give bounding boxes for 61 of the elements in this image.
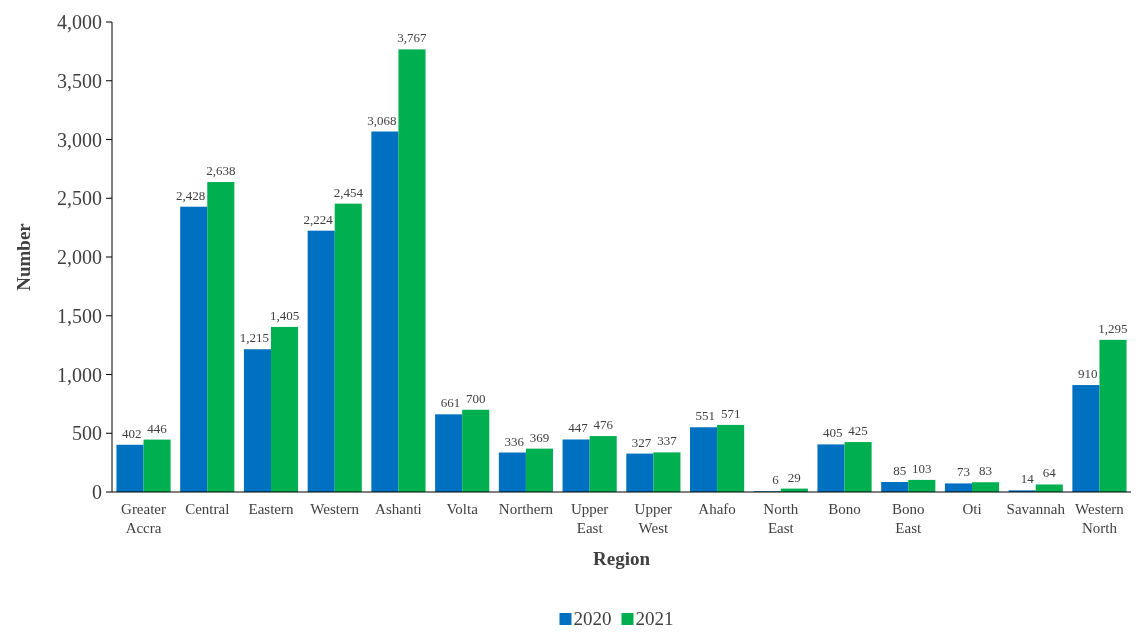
x-tick-label: Northern [498, 501, 554, 517]
data-label: 29 [787, 469, 801, 485]
data-label: 910 [1077, 366, 1098, 382]
y-tick-label: 2,500 [57, 187, 102, 210]
data-label: 476 [593, 417, 614, 433]
data-label: 571 [720, 405, 741, 421]
data-label: 447 [568, 420, 589, 436]
x-tick-label: Ahafo [698, 501, 736, 517]
data-label: 83 [979, 463, 993, 479]
data-label: 1,295 [1098, 320, 1128, 336]
data-label: 551 [695, 408, 716, 424]
data-label: 1,215 [239, 330, 269, 346]
data-label: 327 [631, 434, 652, 450]
x-tick-label: Central [185, 501, 230, 517]
y-tick-label: 1,500 [57, 304, 102, 327]
legend-label: 2020 [573, 608, 612, 629]
data-label: 3,767 [397, 30, 428, 46]
x-tick-label: Greater Accra [121, 501, 167, 536]
x-tick-label: Oti [962, 501, 982, 517]
y-axis-title: Number [13, 222, 34, 291]
x-tick-label: Upper East [570, 501, 609, 536]
x-tick-label: Western [310, 501, 360, 517]
data-label: 2,638 [206, 163, 236, 179]
x-axis-title: Region [593, 548, 651, 569]
x-tick-label: Volta [446, 501, 479, 517]
x-tick-label: Savannah [1006, 501, 1066, 517]
data-label: 1,405 [269, 307, 300, 323]
data-label: 337 [657, 433, 678, 449]
y-tick-label: 3,500 [57, 69, 102, 92]
data-label: 369 [529, 429, 550, 445]
y-tick-label: 4,000 [57, 11, 102, 33]
y-tick-label: 500 [72, 422, 102, 445]
x-tick-label: Western North [1075, 501, 1125, 536]
data-label: 14 [1020, 471, 1035, 487]
data-label: 700 [465, 390, 486, 406]
y-tick-label: 3,000 [57, 128, 102, 151]
data-label: 3,068 [367, 112, 397, 128]
data-label: 336 [504, 433, 525, 449]
x-tick-label: Bono [828, 501, 861, 517]
data-label: 85 [893, 463, 907, 479]
data-label: 425 [848, 423, 868, 439]
x-tick-label: Eastern [248, 501, 294, 517]
data-label: 73 [957, 464, 970, 480]
data-label: 64 [1042, 465, 1057, 481]
data-label: 402 [122, 425, 142, 441]
data-label: 2,428 [176, 187, 206, 203]
data-label: 2,454 [333, 184, 364, 200]
x-tick-label: Ashanti [375, 501, 422, 517]
data-label: 103 [912, 460, 932, 476]
x-tick-label: North East [763, 501, 799, 536]
data-label: 446 [147, 420, 168, 436]
data-label: 661 [440, 395, 461, 411]
x-tick-label: Bono East [892, 501, 925, 536]
y-tick-label: 0 [92, 481, 102, 503]
data-label: 2,224 [303, 211, 334, 227]
data-label: 405 [823, 425, 843, 441]
y-tick-label: 2,000 [57, 246, 102, 268]
x-tick-label: Upper West [634, 501, 673, 536]
legend-label: 2021 [635, 608, 674, 629]
y-tick-label: 1,000 [57, 363, 102, 386]
data-label: 6 [772, 472, 780, 488]
